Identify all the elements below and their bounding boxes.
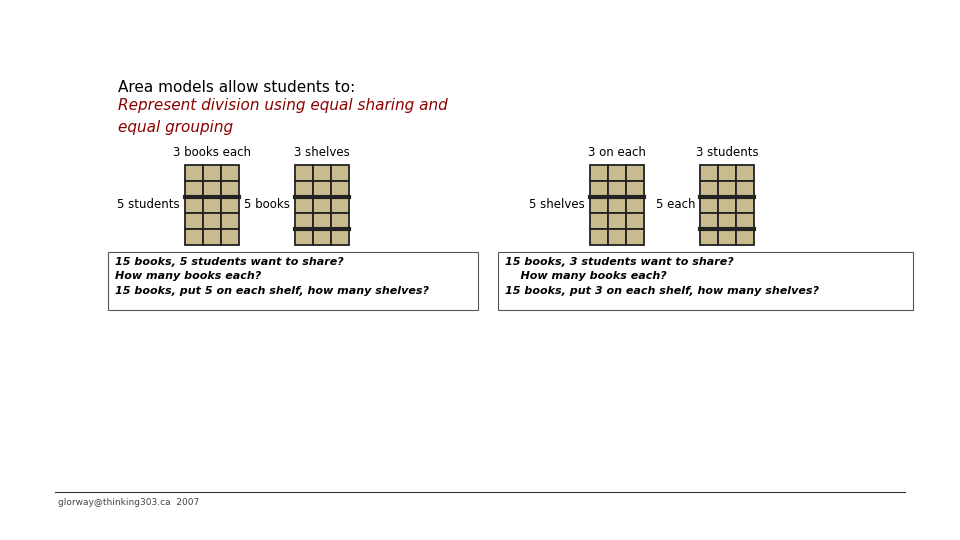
Bar: [221, 181, 239, 197]
Bar: [590, 165, 608, 181]
Text: 5 shelves: 5 shelves: [529, 199, 585, 212]
Bar: [736, 181, 754, 197]
Bar: [626, 213, 644, 229]
Bar: [221, 165, 239, 181]
Bar: [203, 229, 221, 245]
Bar: [736, 213, 754, 229]
Text: 15 books, 3 students want to share?
    How many books each?
15 books, put 3 on : 15 books, 3 students want to share? How …: [505, 257, 819, 296]
Bar: [718, 165, 736, 181]
Bar: [608, 165, 626, 181]
Bar: [700, 197, 718, 213]
Bar: [185, 165, 203, 181]
Bar: [203, 165, 221, 181]
FancyBboxPatch shape: [498, 252, 913, 310]
FancyBboxPatch shape: [108, 252, 478, 310]
Bar: [590, 181, 608, 197]
Bar: [590, 213, 608, 229]
Text: 15 books, 5 students want to share?
How many books each?
15 books, put 5 on each: 15 books, 5 students want to share? How …: [115, 257, 429, 296]
Bar: [295, 181, 313, 197]
Bar: [590, 229, 608, 245]
Bar: [331, 197, 349, 213]
Text: 3 shelves: 3 shelves: [294, 146, 349, 159]
Bar: [313, 181, 331, 197]
Text: 3 books each: 3 books each: [173, 146, 251, 159]
Text: 5 students: 5 students: [117, 199, 180, 212]
Bar: [185, 181, 203, 197]
Bar: [608, 213, 626, 229]
Bar: [718, 197, 736, 213]
Bar: [736, 165, 754, 181]
Text: 3 students: 3 students: [696, 146, 758, 159]
Bar: [203, 213, 221, 229]
Text: 5 books: 5 books: [244, 199, 290, 212]
Bar: [331, 213, 349, 229]
Bar: [718, 181, 736, 197]
Bar: [185, 197, 203, 213]
Bar: [221, 213, 239, 229]
Bar: [313, 229, 331, 245]
Bar: [626, 229, 644, 245]
Bar: [203, 181, 221, 197]
Text: glorway@thinking303.ca  2007: glorway@thinking303.ca 2007: [58, 498, 200, 507]
Bar: [313, 165, 331, 181]
Bar: [736, 229, 754, 245]
Bar: [295, 197, 313, 213]
Bar: [626, 181, 644, 197]
Bar: [608, 197, 626, 213]
Bar: [700, 181, 718, 197]
Text: Area models allow students to:: Area models allow students to:: [118, 80, 355, 95]
Text: 3 on each: 3 on each: [588, 146, 646, 159]
Bar: [185, 229, 203, 245]
Bar: [331, 229, 349, 245]
Text: Represent division using equal sharing and
equal grouping: Represent division using equal sharing a…: [118, 98, 447, 134]
Bar: [736, 197, 754, 213]
Text: 5 each: 5 each: [656, 199, 695, 212]
Bar: [313, 197, 331, 213]
Bar: [221, 197, 239, 213]
Bar: [718, 229, 736, 245]
Bar: [590, 197, 608, 213]
Bar: [331, 165, 349, 181]
Bar: [626, 197, 644, 213]
Bar: [700, 213, 718, 229]
Bar: [313, 213, 331, 229]
Bar: [295, 165, 313, 181]
Bar: [608, 181, 626, 197]
Bar: [331, 181, 349, 197]
Bar: [295, 229, 313, 245]
Bar: [203, 197, 221, 213]
Bar: [221, 229, 239, 245]
Bar: [700, 165, 718, 181]
Bar: [608, 229, 626, 245]
Bar: [626, 165, 644, 181]
Bar: [295, 213, 313, 229]
Bar: [185, 213, 203, 229]
Bar: [718, 213, 736, 229]
Bar: [700, 229, 718, 245]
